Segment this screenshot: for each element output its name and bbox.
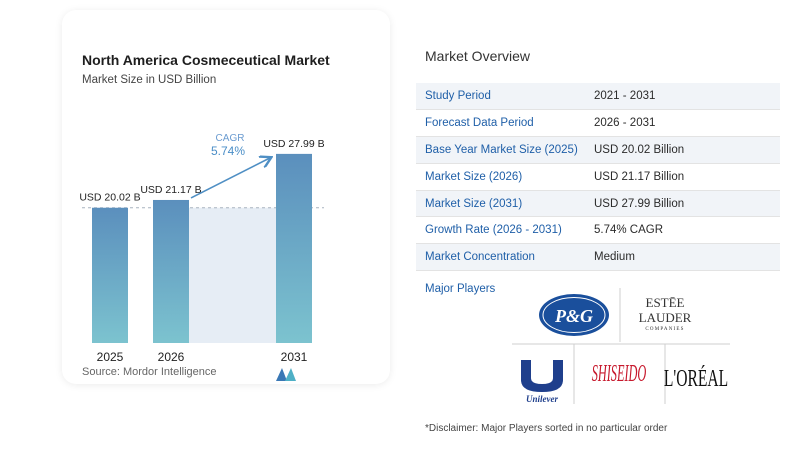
tick-label-2026: 2026	[158, 350, 185, 364]
growth-band	[189, 207, 276, 343]
shiseido-logo-text: SHISEIDO	[592, 361, 647, 387]
data-label-2031: USD 27.99 B	[263, 138, 324, 150]
row-value: USD 20.02 Billion	[594, 136, 780, 164]
row-value: 2021 - 2031	[594, 83, 780, 111]
lauder-text: LAUDER	[639, 310, 692, 325]
row-key: Market Size (2026)	[416, 163, 594, 191]
bar-2031	[276, 153, 312, 343]
table-row: Base Year Market Size (2025) USD 20.02 Bi…	[416, 136, 780, 164]
loreal-logo-text: L'ORÉAL	[664, 364, 728, 392]
source-text: Source: Mordor Intelligence	[82, 366, 217, 378]
row-key: Base Year Market Size (2025)	[416, 136, 594, 164]
estee-lauder-logo-icon: ESTĒE LAUDER COMPANIES	[639, 295, 692, 332]
data-label-2025: USD 20.02 B	[79, 192, 140, 204]
table-row: Study Period 2021 - 2031	[416, 83, 780, 111]
cagr-value: 5.74%	[211, 144, 245, 158]
pg-logo-text: P&G	[554, 306, 593, 326]
data-label-2026: USD 21.17 B	[140, 184, 201, 196]
row-key: Market Size (2031)	[416, 190, 594, 218]
pg-logo-icon: P&G	[539, 294, 609, 336]
row-key: Study Period	[416, 83, 594, 111]
cagr-label: CAGR	[216, 133, 245, 144]
row-value: USD 27.99 Billion	[594, 190, 780, 218]
companies-text: COMPANIES	[645, 327, 684, 332]
row-key: Growth Rate (2026 - 2031)	[416, 216, 594, 245]
cagr-arrow	[190, 158, 270, 199]
table-row: Growth Rate (2026 - 2031) 5.74% CAGR	[416, 216, 780, 245]
bar-2026	[153, 199, 189, 343]
chart-subtitle: Market Size in USD Billion	[82, 74, 217, 86]
unilever-text: Unilever	[526, 394, 558, 404]
bar-2025	[92, 207, 128, 343]
overview-table: Study Period 2021 - 2031 Forecast Data Pe…	[416, 83, 780, 272]
unilever-logo-icon: Unilever	[521, 360, 563, 404]
table-row: Market Size (2026) USD 21.17 Billion	[416, 163, 780, 191]
row-value: 5.74% CAGR	[594, 216, 780, 245]
table-row: Market Concentration Medium	[416, 243, 780, 272]
table-row: Market Size (2031) USD 27.99 Billion	[416, 190, 780, 218]
major-players-label: Major Players	[425, 283, 496, 295]
overview-title: Market Overview	[425, 48, 531, 64]
estee-text: ESTĒE	[646, 295, 685, 310]
table-row: Forecast Data Period 2026 - 2031	[416, 109, 780, 138]
row-value: Medium	[594, 243, 780, 272]
row-value: 2026 - 2031	[594, 109, 780, 138]
row-key: Market Concentration	[416, 243, 594, 272]
chart-card: North America Cosmeceutical Market Marke…	[62, 10, 390, 384]
row-key: Forecast Data Period	[416, 109, 594, 138]
disclaimer-text: *Disclaimer: Major Players sorted in no …	[425, 423, 668, 434]
tick-label-2025: 2025	[97, 350, 124, 364]
row-value: USD 21.17 Billion	[594, 163, 780, 191]
bar-chart: USD 20.02 B 2025 USD 21.17 B 2026 USD 27.99 …	[79, 133, 324, 364]
tick-label-2031: 2031	[281, 350, 308, 364]
chart-title: North America Cosmeceutical Market	[82, 52, 330, 68]
mordor-logo-icon	[276, 368, 296, 381]
